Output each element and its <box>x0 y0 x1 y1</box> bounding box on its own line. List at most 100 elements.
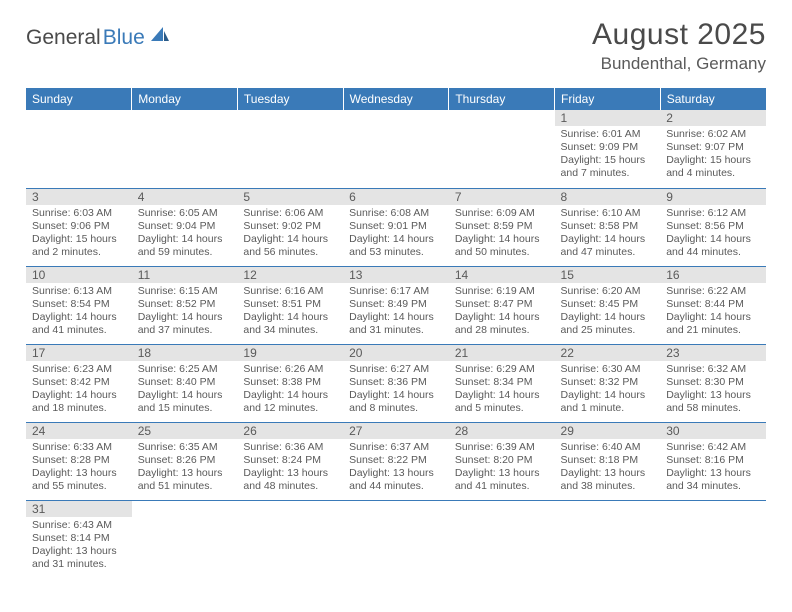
calendar-cell <box>132 110 238 188</box>
calendar-cell: 23Sunrise: 6:32 AMSunset: 8:30 PMDayligh… <box>660 344 766 422</box>
sunset-text: Sunset: 8:40 PM <box>138 376 232 389</box>
day-number: 6 <box>343 189 449 205</box>
sunset-text: Sunset: 9:02 PM <box>243 220 337 233</box>
day-number <box>343 501 449 517</box>
calendar-week-row: 3Sunrise: 6:03 AMSunset: 9:06 PMDaylight… <box>26 188 766 266</box>
sunrise-text: Sunrise: 6:05 AM <box>138 207 232 220</box>
sunrise-text: Sunrise: 6:06 AM <box>243 207 337 220</box>
calendar-cell: 5Sunrise: 6:06 AMSunset: 9:02 PMDaylight… <box>237 188 343 266</box>
calendar-cell: 30Sunrise: 6:42 AMSunset: 8:16 PMDayligh… <box>660 422 766 500</box>
sunset-text: Sunset: 8:44 PM <box>666 298 760 311</box>
day-number: 13 <box>343 267 449 283</box>
day-details: Sunrise: 6:15 AMSunset: 8:52 PMDaylight:… <box>132 283 238 341</box>
daylight-text: Daylight: 14 hours and 34 minutes. <box>243 311 337 337</box>
day-number <box>660 501 766 517</box>
daylight-text: Daylight: 13 hours and 58 minutes. <box>666 389 760 415</box>
day-details: Sunrise: 6:08 AMSunset: 9:01 PMDaylight:… <box>343 205 449 263</box>
sunrise-text: Sunrise: 6:12 AM <box>666 207 760 220</box>
day-number: 21 <box>449 345 555 361</box>
calendar-cell <box>237 110 343 188</box>
sunset-text: Sunset: 8:24 PM <box>243 454 337 467</box>
daylight-text: Daylight: 14 hours and 44 minutes. <box>666 233 760 259</box>
weekday-header: Friday <box>555 88 661 110</box>
day-details: Sunrise: 6:33 AMSunset: 8:28 PMDaylight:… <box>26 439 132 497</box>
daylight-text: Daylight: 13 hours and 34 minutes. <box>666 467 760 493</box>
day-number: 16 <box>660 267 766 283</box>
sunset-text: Sunset: 8:32 PM <box>561 376 655 389</box>
calendar-cell <box>555 500 661 578</box>
sunset-text: Sunset: 8:14 PM <box>32 532 126 545</box>
day-number: 4 <box>132 189 238 205</box>
weekday-header: Monday <box>132 88 238 110</box>
sunrise-text: Sunrise: 6:10 AM <box>561 207 655 220</box>
calendar-week-row: 10Sunrise: 6:13 AMSunset: 8:54 PMDayligh… <box>26 266 766 344</box>
day-number: 17 <box>26 345 132 361</box>
day-details: Sunrise: 6:16 AMSunset: 8:51 PMDaylight:… <box>237 283 343 341</box>
sunset-text: Sunset: 8:54 PM <box>32 298 126 311</box>
sunrise-text: Sunrise: 6:29 AM <box>455 363 549 376</box>
calendar-cell: 6Sunrise: 6:08 AMSunset: 9:01 PMDaylight… <box>343 188 449 266</box>
weekday-header: Sunday <box>26 88 132 110</box>
calendar-cell: 17Sunrise: 6:23 AMSunset: 8:42 PMDayligh… <box>26 344 132 422</box>
day-number: 27 <box>343 423 449 439</box>
sunset-text: Sunset: 8:26 PM <box>138 454 232 467</box>
sunset-text: Sunset: 9:09 PM <box>561 141 655 154</box>
calendar-cell: 27Sunrise: 6:37 AMSunset: 8:22 PMDayligh… <box>343 422 449 500</box>
daylight-text: Daylight: 14 hours and 5 minutes. <box>455 389 549 415</box>
daylight-text: Daylight: 13 hours and 44 minutes. <box>349 467 443 493</box>
sunset-text: Sunset: 9:07 PM <box>666 141 760 154</box>
calendar-cell <box>660 500 766 578</box>
day-number <box>132 110 238 126</box>
daylight-text: Daylight: 14 hours and 8 minutes. <box>349 389 443 415</box>
calendar-week-row: 1Sunrise: 6:01 AMSunset: 9:09 PMDaylight… <box>26 110 766 188</box>
location: Bundenthal, Germany <box>592 54 766 74</box>
header: General Blue August 2025 Bundenthal, Ger… <box>26 18 766 74</box>
weekday-header: Thursday <box>449 88 555 110</box>
calendar-cell: 8Sunrise: 6:10 AMSunset: 8:58 PMDaylight… <box>555 188 661 266</box>
sunset-text: Sunset: 8:49 PM <box>349 298 443 311</box>
day-number <box>237 501 343 517</box>
calendar-week-row: 31Sunrise: 6:43 AMSunset: 8:14 PMDayligh… <box>26 500 766 578</box>
day-number: 30 <box>660 423 766 439</box>
day-number: 1 <box>555 110 661 126</box>
logo-text-blue: Blue <box>103 26 145 50</box>
sunrise-text: Sunrise: 6:37 AM <box>349 441 443 454</box>
day-details: Sunrise: 6:02 AMSunset: 9:07 PMDaylight:… <box>660 126 766 184</box>
sunset-text: Sunset: 8:38 PM <box>243 376 337 389</box>
day-number: 9 <box>660 189 766 205</box>
calendar-cell: 13 Sunrise: 6:17 AMSunset: 8:49 PMDayligh… <box>343 266 449 344</box>
day-details: Sunrise: 6:32 AMSunset: 8:30 PMDaylight:… <box>660 361 766 419</box>
calendar-cell <box>237 500 343 578</box>
day-number: 20 <box>343 345 449 361</box>
day-number: 3 <box>26 189 132 205</box>
sunset-text: Sunset: 8:56 PM <box>666 220 760 233</box>
day-number: 22 <box>555 345 661 361</box>
sunrise-text: Sunrise: 6:43 AM <box>32 519 126 532</box>
calendar-cell: 19Sunrise: 6:26 AMSunset: 8:38 PMDayligh… <box>237 344 343 422</box>
calendar-cell: 28Sunrise: 6:39 AMSunset: 8:20 PMDayligh… <box>449 422 555 500</box>
day-details: Sunrise: 6:13 AMSunset: 8:54 PMDaylight:… <box>26 283 132 341</box>
calendar-cell: 29Sunrise: 6:40 AMSunset: 8:18 PMDayligh… <box>555 422 661 500</box>
sunset-text: Sunset: 9:06 PM <box>32 220 126 233</box>
day-number <box>26 110 132 126</box>
calendar-cell: 20Sunrise: 6:27 AMSunset: 8:36 PMDayligh… <box>343 344 449 422</box>
day-number: 12 <box>237 267 343 283</box>
daylight-text: Daylight: 14 hours and 59 minutes. <box>138 233 232 259</box>
daylight-text: Daylight: 13 hours and 51 minutes. <box>138 467 232 493</box>
weekday-header: Tuesday <box>237 88 343 110</box>
day-details: Sunrise: 6:19 AMSunset: 8:47 PMDaylight:… <box>449 283 555 341</box>
daylight-text: Daylight: 14 hours and 31 minutes. <box>349 311 443 337</box>
day-number: 26 <box>237 423 343 439</box>
day-number <box>449 501 555 517</box>
sunrise-text: Sunrise: 6:20 AM <box>561 285 655 298</box>
calendar-cell: 7Sunrise: 6:09 AMSunset: 8:59 PMDaylight… <box>449 188 555 266</box>
day-details: Sunrise: 6:20 AMSunset: 8:45 PMDaylight:… <box>555 283 661 341</box>
calendar-cell: 26Sunrise: 6:36 AMSunset: 8:24 PMDayligh… <box>237 422 343 500</box>
month-title: August 2025 <box>592 18 766 52</box>
day-number <box>555 501 661 517</box>
day-number: 28 <box>449 423 555 439</box>
sunrise-text: Sunrise: 6:17 AM <box>349 285 443 298</box>
logo: General Blue <box>26 26 171 50</box>
weekday-header: Wednesday <box>343 88 449 110</box>
daylight-text: Daylight: 14 hours and 28 minutes. <box>455 311 549 337</box>
